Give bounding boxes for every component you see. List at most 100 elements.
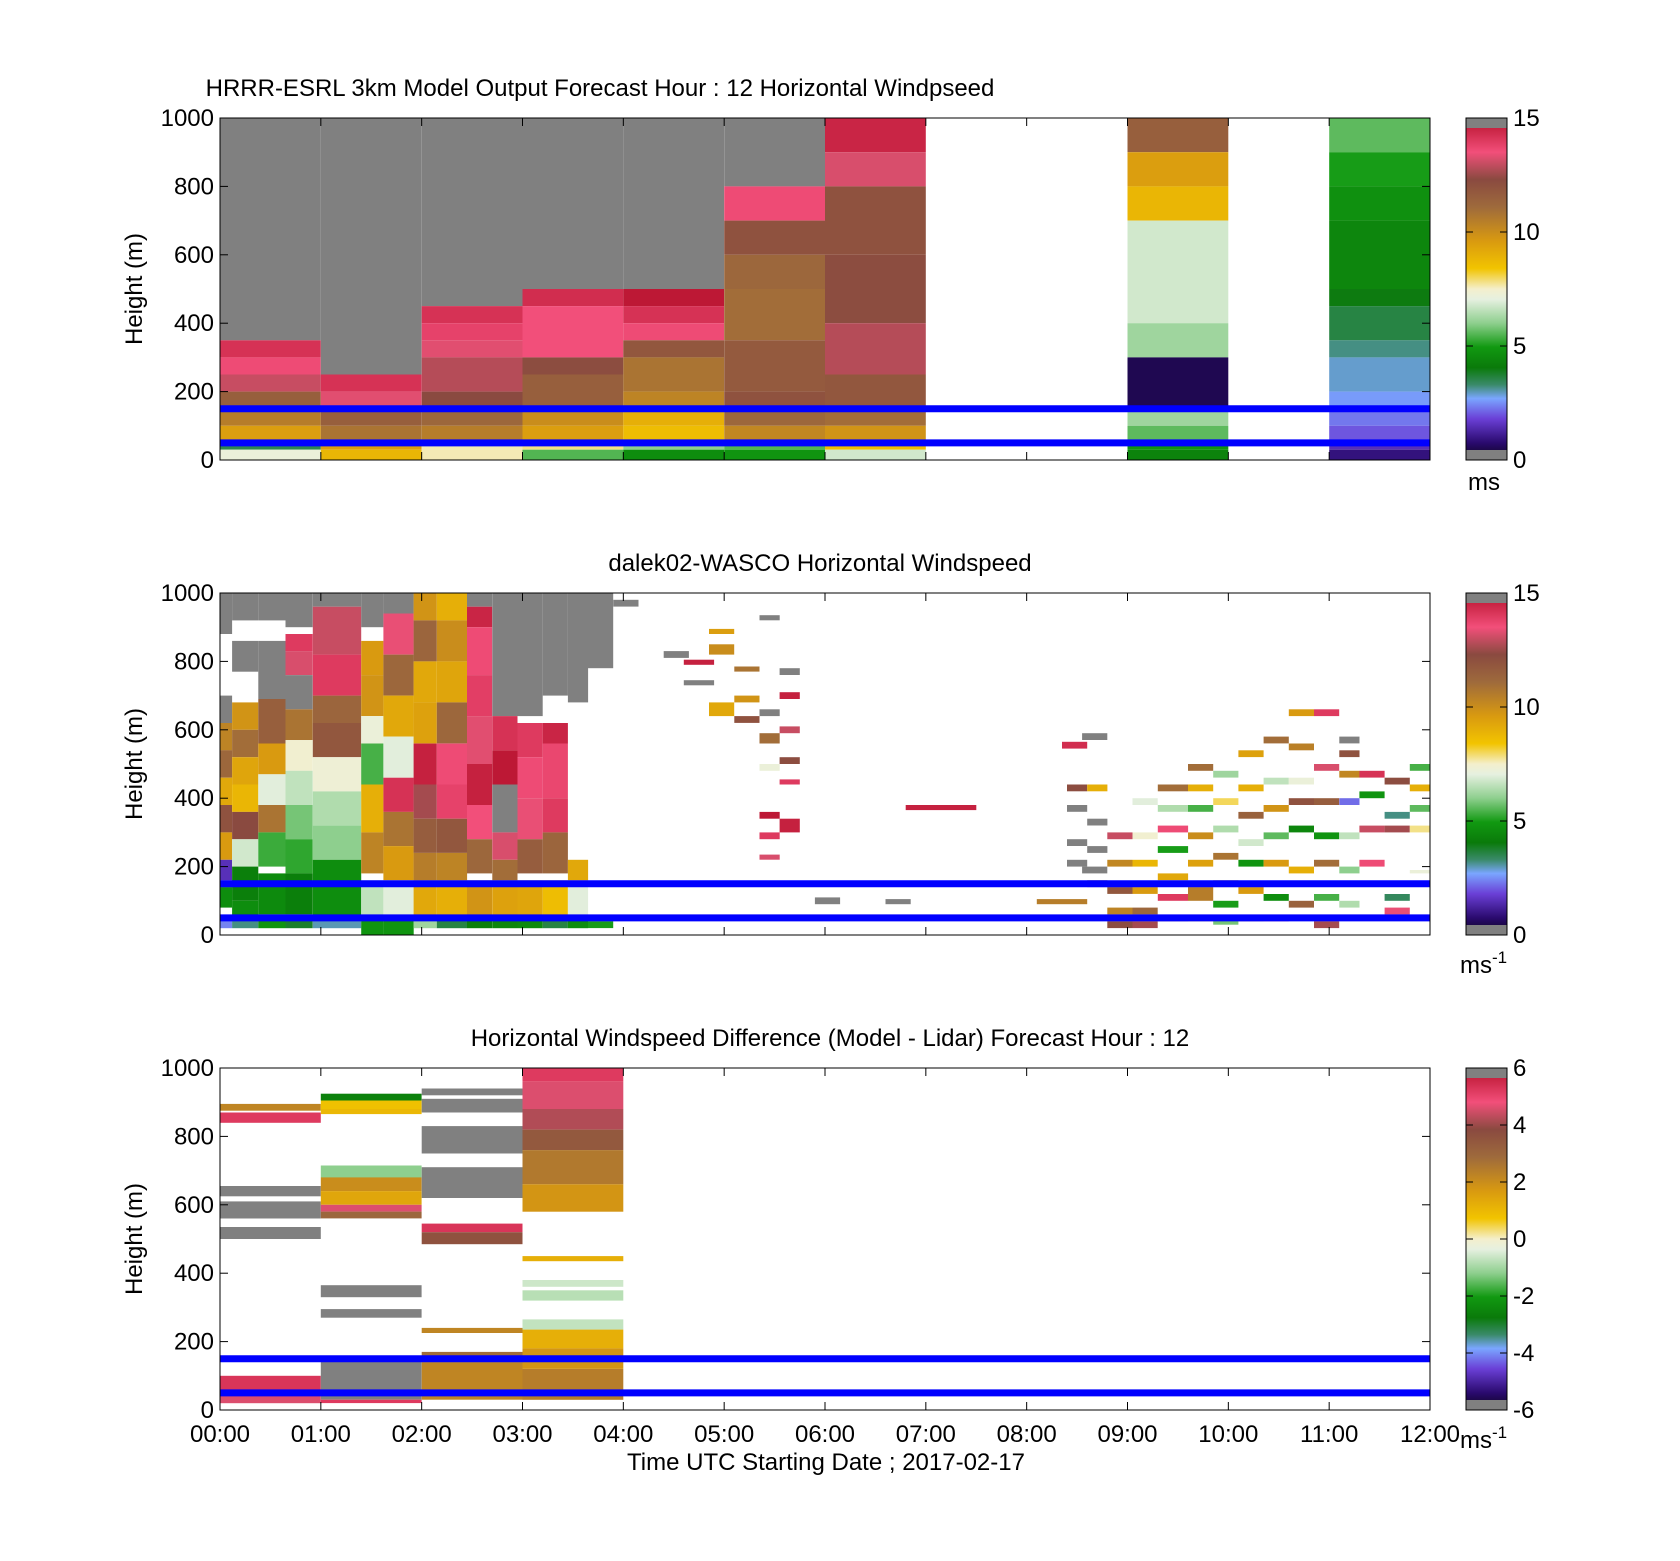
- difference-cell-3-1: [522, 1081, 624, 1110]
- lidar-cell-41-0: [1384, 777, 1410, 785]
- lidar-cell-8-9: [436, 917, 468, 929]
- model-cell-4-3: [623, 323, 725, 341]
- difference-cell-2-4: [421, 1223, 523, 1233]
- lidar-cell-12-1: [542, 723, 568, 744]
- lidar-cell-5-5: [361, 784, 384, 833]
- lidar-cell-1-3: [232, 729, 259, 758]
- lidar-cell-8-3: [436, 702, 468, 744]
- model-cell-6-3: [825, 254, 926, 324]
- lidar-cell-0-7: [220, 859, 233, 881]
- lidar-cell-6-0: [383, 593, 414, 614]
- lidar-cell-21-2: [779, 726, 800, 734]
- model-panel-title: HRRR-ESRL 3km Model Output Forecast Hour…: [206, 75, 995, 102]
- difference-cell-1-1: [320, 1100, 422, 1109]
- lidar-cell-17-0: [683, 659, 715, 665]
- model-cell-8-9: [1329, 408, 1430, 426]
- difference-colorbar-tick-label-2: -2: [1513, 1283, 1534, 1310]
- model-y-tick-label-1: 200: [174, 379, 214, 406]
- difference-reference-lines: [220, 1355, 1430, 1397]
- lidar-cell-13-0: [567, 593, 589, 703]
- lidar-cell-32-5: [1157, 894, 1189, 901]
- lidar-cell-1-2: [232, 702, 259, 730]
- lidar-cell-3-8: [285, 839, 313, 874]
- lidar-cell-11-2: [517, 757, 543, 799]
- lidar-cell-21-3: [779, 757, 800, 764]
- lidar-cell-15-0: [613, 599, 639, 607]
- lidar-cell-6-2: [383, 654, 414, 696]
- lidar-y-axis-label: Height (m): [121, 708, 148, 820]
- lidar-cell-4-6: [312, 791, 362, 826]
- model-cell-7-9: [1127, 449, 1229, 460]
- model-cell-7-4: [1127, 323, 1229, 358]
- model-cell-8-6: [1329, 340, 1430, 358]
- difference-cell-3-9: [522, 1319, 624, 1330]
- model-colorbar-tick-label-2: 10: [1513, 219, 1540, 246]
- model-cell-1-2: [320, 391, 422, 409]
- lidar-cell-33-1: [1188, 784, 1214, 792]
- model-cell-2-0: [421, 118, 523, 307]
- model-cell-3-3: [522, 357, 624, 375]
- lidar-cell-1-7: [232, 839, 259, 867]
- lidar-colorbar-missing-bottom: [1466, 925, 1507, 935]
- difference-y-tick-label-3: 600: [174, 1192, 214, 1219]
- lidar-cell-3-6: [285, 770, 313, 805]
- difference-colorbar-tick-label-0: -6: [1513, 1397, 1534, 1424]
- model-cell-0-4: [220, 391, 321, 409]
- lidar-cell-30-4: [1107, 921, 1133, 929]
- model-cell-8-10: [1329, 425, 1430, 443]
- lidar-cell-2-1: [258, 640, 286, 699]
- lidar-cell-42-2: [1409, 805, 1430, 812]
- model-colorbar-tick-label-3: 15: [1513, 105, 1540, 132]
- lidar-cell-40-0: [1359, 770, 1385, 778]
- difference-cell-0-3: [220, 1201, 321, 1219]
- model-cell-0-8: [220, 449, 321, 460]
- difference-cell-0-5: [220, 1375, 321, 1390]
- lidar-cell-9-1: [467, 606, 493, 628]
- lidar-cell-33-5: [1188, 887, 1214, 901]
- lidar-cell-34-3: [1213, 852, 1239, 860]
- model-cell-5-1: [724, 186, 825, 221]
- lidar-cell-12-0: [542, 593, 568, 696]
- lidar-cell-1-6: [232, 811, 259, 840]
- lidar-cell-37-1: [1288, 743, 1314, 751]
- model-cell-5-6: [724, 391, 825, 409]
- lidar-cell-35-4: [1238, 859, 1264, 867]
- model-cell-8-1: [1329, 152, 1430, 187]
- difference-cell-1-0: [320, 1093, 422, 1101]
- lidar-cell-5-6: [361, 832, 384, 874]
- difference-cell-1-3: [320, 1165, 422, 1178]
- lidar-cell-8-4: [436, 743, 468, 785]
- lidar-cell-21-4: [779, 779, 800, 785]
- x-tick-label-4: 04:00: [593, 1421, 653, 1448]
- lidar-cell-21-5: [779, 818, 800, 833]
- model-cell-5-3: [724, 254, 825, 289]
- x-tick-label-7: 07:00: [896, 1421, 956, 1448]
- lidar-cell-29-1: [1087, 818, 1108, 826]
- lidar-cell-9-6: [467, 805, 493, 840]
- lidar-cell-11-3: [517, 798, 543, 840]
- lidar-cell-37-0: [1288, 709, 1314, 717]
- lidar-cell-42-0: [1409, 764, 1430, 771]
- lidar-cell-3-4: [285, 709, 313, 741]
- lidar-cell-35-5: [1238, 887, 1264, 894]
- lidar-cell-17-1: [683, 680, 715, 686]
- lidar-cell-35-2: [1238, 811, 1264, 819]
- lidar-cell-7-5: [413, 784, 437, 819]
- difference-cell-3-3: [522, 1129, 624, 1151]
- lidar-cell-7-6: [413, 818, 437, 853]
- model-cell-7-5: [1127, 357, 1229, 409]
- lidar-colorbar-frame: [1465, 592, 1508, 936]
- model-cell-3-5: [522, 408, 624, 426]
- model-cell-5-10: [724, 449, 825, 460]
- x-tick-label-10: 10:00: [1198, 1421, 1258, 1448]
- lidar-cell-28-0: [1082, 733, 1108, 740]
- model-cell-8-12: [1329, 449, 1430, 460]
- model-cell-7-0: [1127, 118, 1229, 153]
- lidar-cell-34-2: [1213, 825, 1239, 833]
- lidar-cell-6-4: [383, 736, 414, 778]
- lidar-cell-5-4: [361, 743, 384, 785]
- difference-colorbar-tick-label-5: 4: [1513, 1112, 1526, 1139]
- model-colorbar: 0 5 10 15 ms: [1465, 105, 1540, 496]
- lidar-cell-6-7: [383, 846, 414, 881]
